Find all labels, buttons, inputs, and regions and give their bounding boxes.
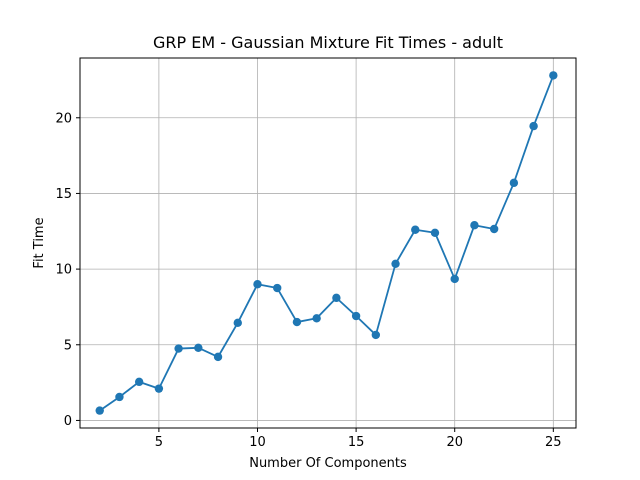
series-layer (95, 71, 558, 415)
data-point (134, 377, 144, 387)
data-point (549, 71, 558, 80)
data-point (430, 228, 440, 237)
ticks: 5 10 15 20 25 0 5 10 15 20 (55, 111, 561, 450)
data-point (95, 406, 104, 415)
data-point (213, 352, 223, 362)
y-tick-label: 0 (64, 414, 72, 429)
data-point (194, 343, 203, 352)
data-point (391, 259, 400, 269)
grid (80, 58, 576, 428)
data-point (450, 274, 459, 284)
y-tick-label: 5 (64, 338, 72, 353)
y-axis-label: Fit Time (32, 217, 47, 268)
x-tick-label: 10 (249, 435, 266, 450)
data-point (509, 178, 519, 188)
x-tick-label: 15 (348, 435, 365, 450)
data-point (332, 293, 341, 303)
y-tick-label: 10 (55, 263, 72, 278)
data-point (529, 121, 538, 131)
data-point (371, 330, 381, 340)
data-point (351, 311, 361, 321)
plot-frame (79, 57, 577, 429)
data-point (312, 314, 321, 323)
chart-title: GRP EM - Gaussian Mixture Fit Times - ad… (153, 33, 503, 52)
data-point (470, 221, 479, 230)
data-point (174, 344, 183, 353)
x-tick-label: 5 (155, 435, 163, 450)
data-point (154, 384, 164, 393)
y-tick-label: 20 (55, 111, 72, 126)
data-point (411, 225, 420, 234)
data-point (292, 317, 302, 327)
y-tick-label: 15 (55, 187, 72, 202)
data-point (273, 283, 282, 293)
x-tick-label: 25 (545, 435, 562, 450)
data-point (489, 224, 499, 234)
data-point (253, 280, 262, 289)
data-point (233, 318, 242, 328)
data-point (115, 392, 124, 402)
x-axis-label: Number Of Components (249, 456, 407, 471)
x-tick-label: 20 (446, 435, 463, 450)
